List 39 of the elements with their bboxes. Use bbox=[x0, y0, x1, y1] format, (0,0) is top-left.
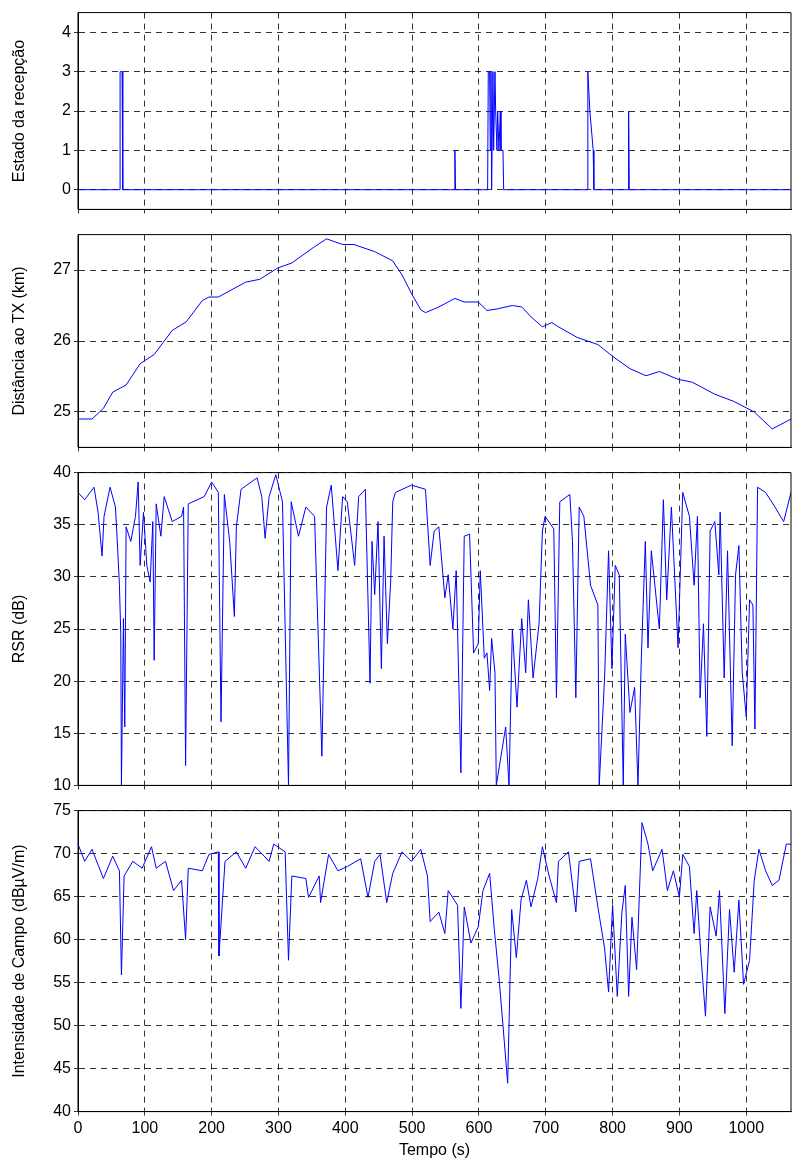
y-tick-label: 75 bbox=[53, 801, 72, 819]
y-tick-label: 55 bbox=[53, 973, 72, 991]
y-tick-label: 3 bbox=[62, 62, 72, 80]
y-axis-title: Distância ao TX (km) bbox=[10, 266, 28, 416]
x-tick-label: 1000 bbox=[728, 1118, 765, 1136]
x-tick-label: 700 bbox=[532, 1118, 560, 1136]
x-tick-label: 500 bbox=[398, 1118, 426, 1136]
x-tick-label: 300 bbox=[265, 1118, 292, 1136]
y-tick-label: 50 bbox=[53, 1016, 72, 1034]
y-tick-label: 20 bbox=[53, 671, 72, 689]
y-tick-label: 45 bbox=[53, 1059, 72, 1077]
y-axis-title: Intensidade de Campo (dBµV/m) bbox=[10, 844, 28, 1078]
y-tick-label: 0 bbox=[62, 180, 72, 198]
x-tick-label: 800 bbox=[599, 1118, 627, 1136]
y-tick-label: 60 bbox=[53, 930, 72, 948]
y-tick-label: 4 bbox=[62, 22, 72, 40]
y-tick-label: 40 bbox=[53, 463, 72, 481]
y-tick-label: 26 bbox=[53, 331, 72, 349]
y-tick-label: 25 bbox=[53, 619, 72, 637]
y-tick-label: 35 bbox=[53, 515, 72, 533]
x-tick-label: 200 bbox=[198, 1118, 226, 1136]
y-tick-label: 30 bbox=[53, 567, 72, 585]
y-tick-label: 2 bbox=[62, 101, 72, 119]
y-axis-title: Estado da recepção bbox=[10, 39, 28, 183]
x-tick-label: 900 bbox=[666, 1118, 693, 1136]
y-tick-label: 27 bbox=[53, 260, 72, 278]
y-tick-label: 25 bbox=[53, 402, 72, 420]
x-tick-label: 0 bbox=[73, 1118, 83, 1136]
y-tick-label: 10 bbox=[53, 775, 72, 793]
x-tick-label: 100 bbox=[131, 1118, 159, 1136]
x-axis-title: Tempo (s) bbox=[398, 1140, 471, 1158]
y-tick-label: 15 bbox=[53, 723, 72, 741]
y-tick-label: 65 bbox=[53, 887, 72, 905]
y-axis-title: RSR (dB) bbox=[10, 594, 28, 664]
y-tick-label: 70 bbox=[53, 844, 72, 862]
x-tick-label: 600 bbox=[465, 1118, 493, 1136]
y-tick-label: 1 bbox=[62, 140, 72, 158]
x-tick-label: 400 bbox=[331, 1118, 359, 1136]
y-tick-label: 40 bbox=[53, 1102, 72, 1120]
